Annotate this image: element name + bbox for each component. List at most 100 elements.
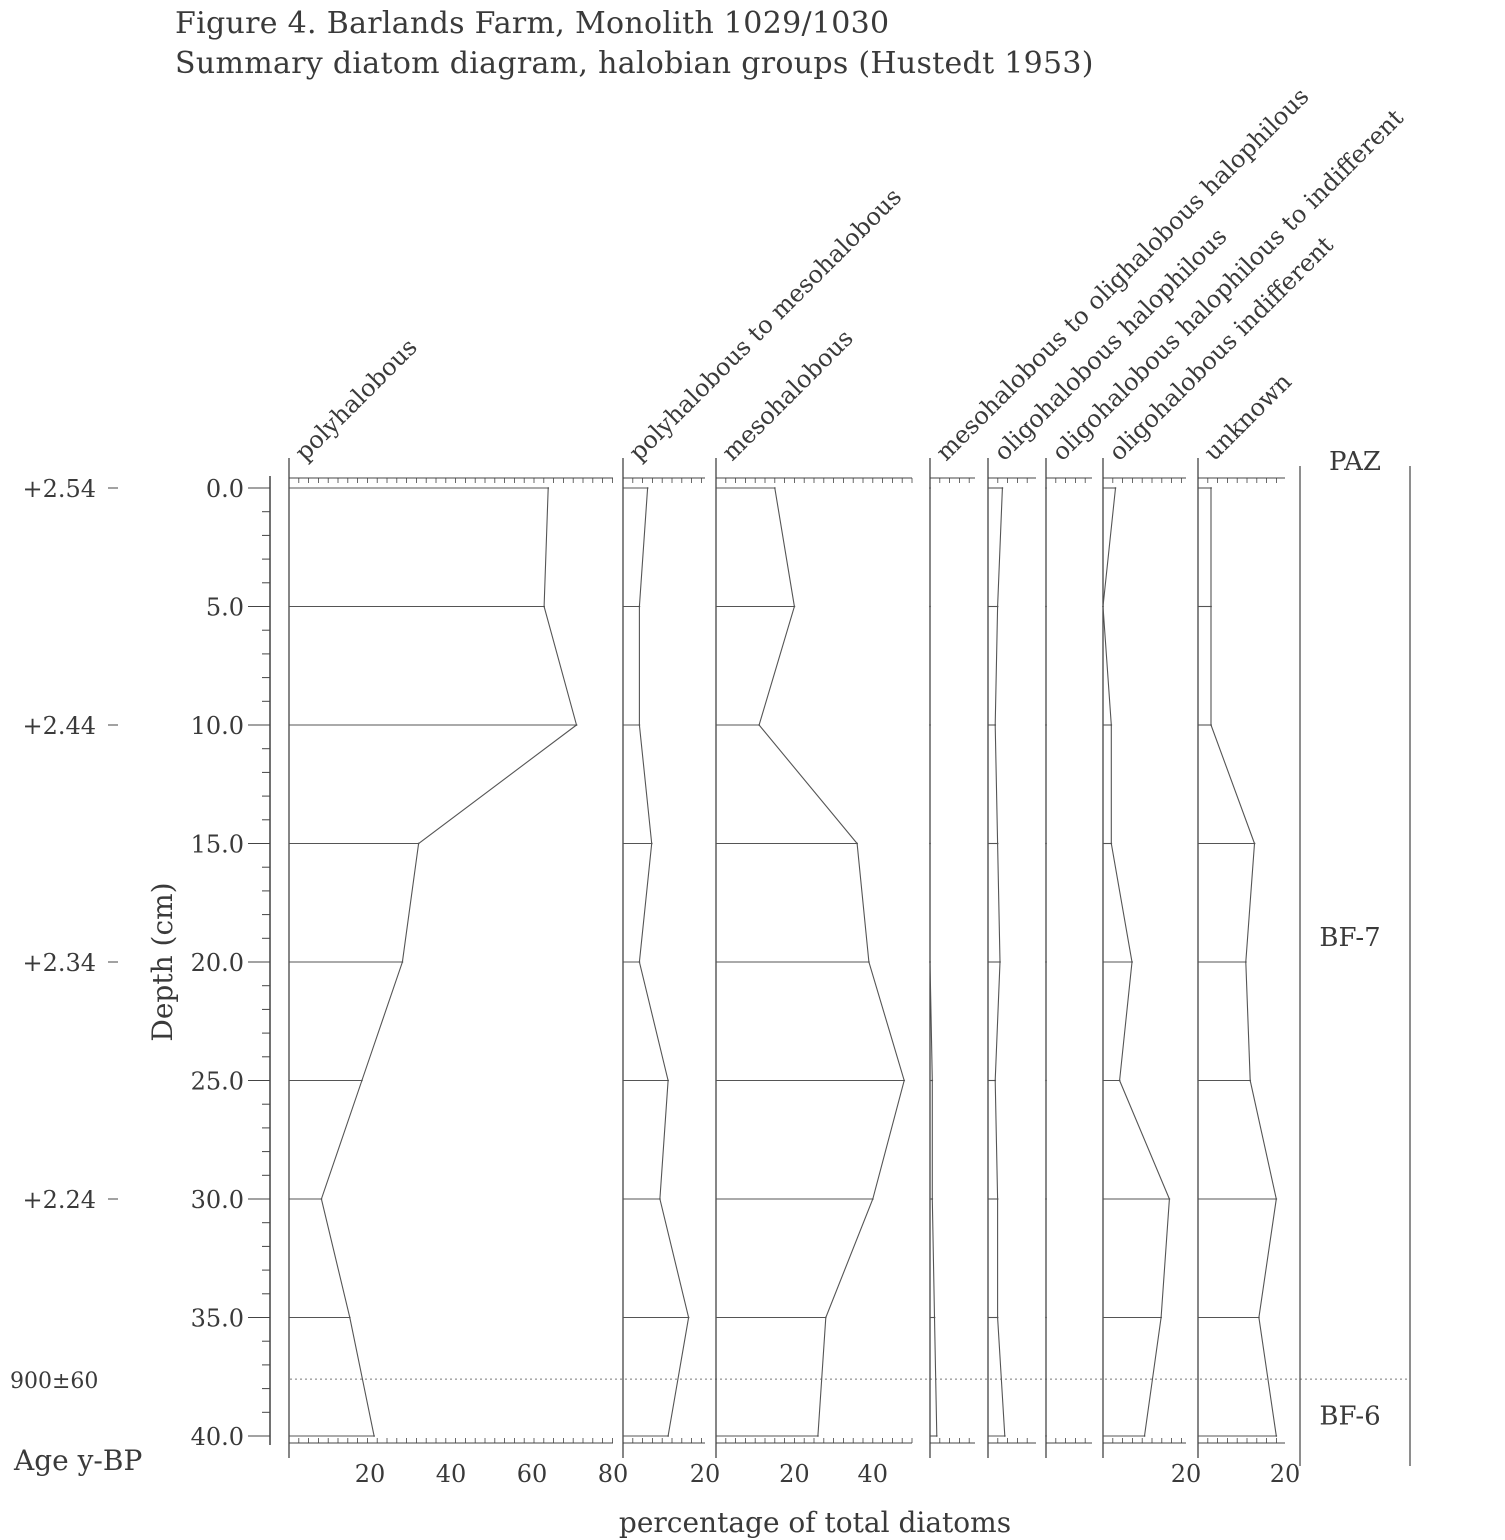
data-point: [1045, 842, 1047, 845]
data-point: [929, 487, 931, 489]
series-label-unknown: unknown: [1198, 368, 1297, 467]
data-point: [1110, 724, 1113, 726]
data-point: [1045, 961, 1047, 963]
data-point: [547, 487, 550, 489]
data-point: [1003, 1435, 1006, 1437]
data-point: [1131, 961, 1133, 963]
data-point: [575, 724, 578, 726]
data-point: [1045, 605, 1047, 608]
data-point: [1102, 605, 1104, 608]
depth-tick-label: 5.0: [206, 594, 244, 622]
data-point: [638, 724, 641, 726]
elevation-label: +2.24: [22, 1186, 96, 1214]
data-point: [996, 1198, 999, 1200]
x-axis-label: percentage of total diatoms: [619, 1506, 1011, 1539]
data-point: [1210, 605, 1212, 608]
data-point: [667, 1435, 669, 1437]
depth-tick-label: 30.0: [191, 1186, 244, 1214]
depth-tick-label: 10.0: [191, 712, 244, 740]
data-point: [903, 1079, 906, 1082]
data-point: [543, 605, 546, 608]
data-point: [1249, 1079, 1252, 1082]
data-point: [320, 1198, 323, 1200]
zone-label: BF-6: [1319, 1402, 1380, 1432]
data-point: [996, 605, 999, 608]
data-point: [773, 487, 776, 489]
data-point: [687, 1316, 690, 1319]
data-point: [1258, 1316, 1260, 1319]
chart-title: Figure 4. Barlands Farm, Monolith 1029/1…: [175, 6, 890, 41]
zone-header: PAZ: [1329, 447, 1381, 477]
data-point: [1045, 1079, 1047, 1082]
data-point: [1045, 487, 1047, 489]
data-point: [867, 961, 870, 963]
data-point: [929, 842, 931, 845]
data-point: [824, 1316, 827, 1319]
depth-tick-label: 20.0: [191, 949, 244, 977]
data-point: [1210, 724, 1212, 726]
data-point: [996, 842, 999, 845]
series-label-polyhalobous: polyhalobous: [289, 333, 422, 466]
data-point: [994, 724, 997, 726]
x-tick-label: 20: [1171, 1460, 1202, 1488]
x-tick-label: 20: [1270, 1460, 1301, 1488]
data-point: [1045, 1435, 1047, 1437]
data-point: [1210, 487, 1212, 489]
data-point: [929, 961, 931, 963]
x-tick-label: 40: [436, 1460, 467, 1488]
data-point: [933, 1316, 936, 1319]
series-label-oligohalobous-halophilous: oligohalobous halophilous: [988, 222, 1232, 466]
data-point: [994, 1079, 997, 1082]
depth-axis-label: Depth (cm): [146, 882, 179, 1041]
data-point: [1110, 842, 1113, 845]
data-point: [1168, 1198, 1171, 1200]
data-point: [417, 842, 420, 845]
x-tick-label: 20: [779, 1460, 810, 1488]
data-point: [1001, 487, 1004, 489]
data-point: [999, 961, 1001, 963]
data-point: [659, 1198, 661, 1200]
data-point: [1275, 1198, 1278, 1200]
data-point: [935, 1435, 938, 1437]
data-point: [638, 961, 641, 963]
elevation-label: +2.44: [22, 712, 96, 740]
data-point: [1143, 1435, 1146, 1437]
date-label: 900±60: [10, 1369, 98, 1394]
data-point: [361, 1079, 363, 1082]
data-point: [793, 605, 796, 608]
depth-tick-label: 40.0: [191, 1423, 244, 1451]
data-point: [996, 1316, 999, 1319]
data-point: [1253, 842, 1256, 845]
data-point: [817, 1435, 819, 1437]
data-point: [1118, 1079, 1121, 1082]
data-point: [931, 1198, 934, 1200]
x-tick-label: 60: [517, 1460, 548, 1488]
depth-tick-label: 25.0: [191, 1068, 244, 1096]
data-point: [1114, 487, 1117, 489]
depth-tick-label: 0.0: [206, 475, 244, 503]
x-tick-label: 40: [858, 1460, 889, 1488]
data-point: [667, 1079, 669, 1082]
x-tick-label: 20: [355, 1460, 386, 1488]
elevation-label: +2.54: [22, 475, 96, 503]
data-point: [758, 724, 761, 726]
zone-label: BF-7: [1319, 923, 1380, 953]
data-point: [856, 842, 859, 845]
data-point: [1045, 1316, 1047, 1319]
data-point: [638, 605, 641, 608]
data-point: [929, 724, 931, 726]
chart-subtitle: Summary diatom diagram, halobian groups …: [175, 46, 1094, 81]
data-point: [348, 1316, 351, 1319]
data-point: [1045, 724, 1047, 726]
depth-tick-label: 15.0: [191, 831, 244, 859]
elevation-label: +2.34: [22, 949, 96, 977]
series-curve-mesohalobous-to-olighalobous-halophilous: [929, 488, 938, 1437]
data-point: [646, 487, 649, 489]
data-point: [929, 605, 931, 608]
data-point: [1045, 1198, 1047, 1200]
data-point: [1275, 1435, 1278, 1437]
data-point: [931, 1079, 934, 1082]
data-point: [373, 1435, 375, 1437]
age-axis-label: Age y-BP: [13, 1444, 142, 1477]
